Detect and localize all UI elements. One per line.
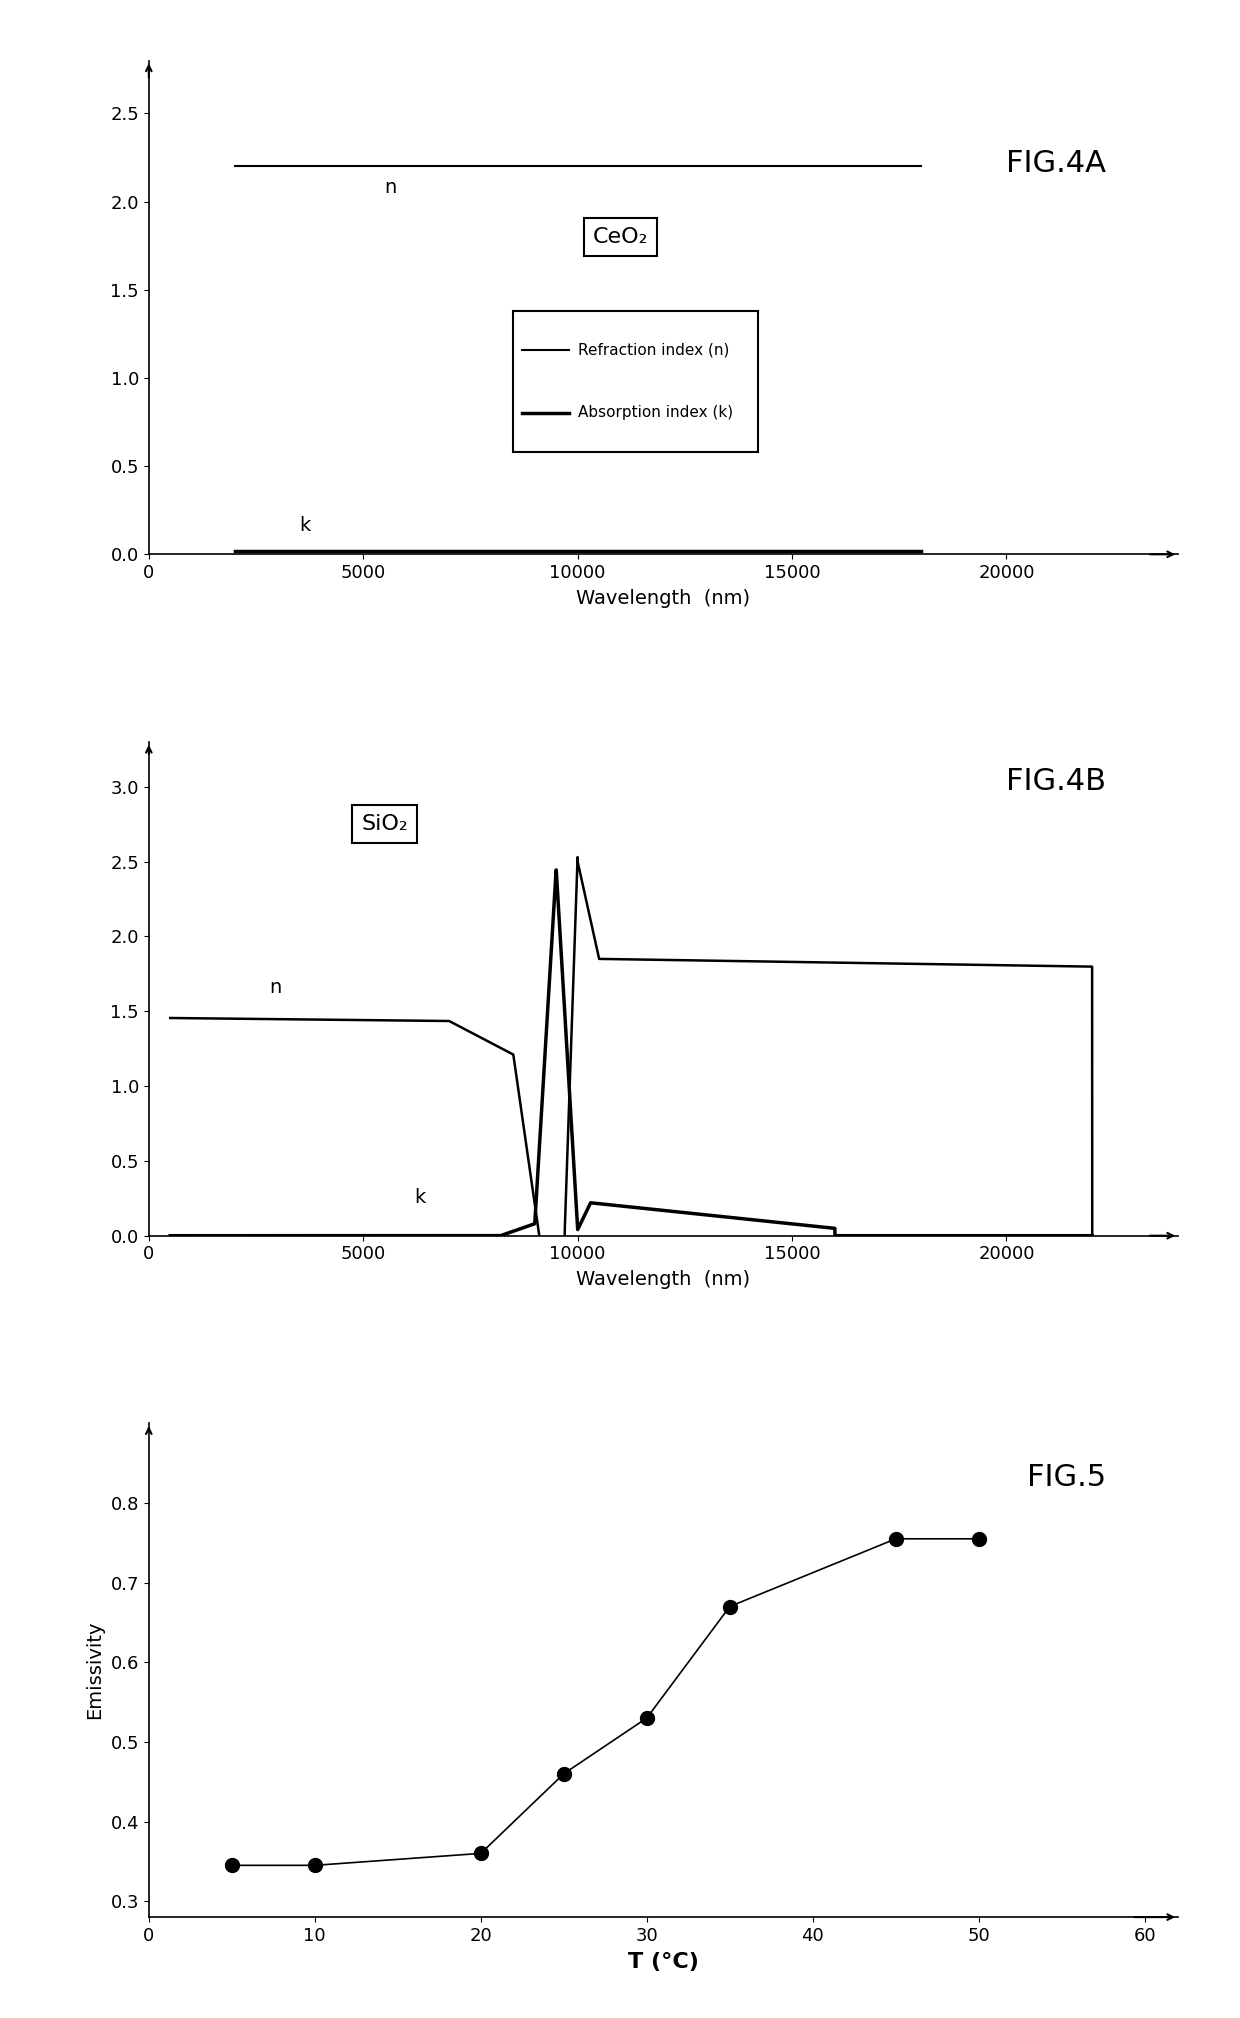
X-axis label: T (°C): T (°C): [627, 1951, 699, 1972]
Text: FIG.4A: FIG.4A: [1006, 149, 1106, 178]
Text: SiO₂: SiO₂: [361, 813, 408, 833]
Text: n: n: [269, 979, 281, 997]
Text: FIG.4B: FIG.4B: [1006, 767, 1106, 795]
Text: k: k: [299, 517, 310, 535]
Y-axis label: Emissivity: Emissivity: [84, 1620, 104, 1719]
Text: Absorption index (k): Absorption index (k): [578, 406, 733, 420]
Text: k: k: [414, 1189, 425, 1207]
Text: Refraction index (n): Refraction index (n): [578, 343, 729, 357]
Text: n: n: [384, 178, 397, 198]
Text: FIG.5: FIG.5: [1027, 1463, 1106, 1491]
X-axis label: Wavelength  (nm): Wavelength (nm): [577, 589, 750, 607]
X-axis label: Wavelength  (nm): Wavelength (nm): [577, 1271, 750, 1290]
Text: CeO₂: CeO₂: [593, 226, 649, 246]
FancyBboxPatch shape: [513, 311, 758, 452]
